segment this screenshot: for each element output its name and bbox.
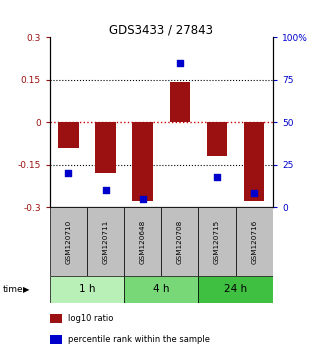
Bar [198, 207, 236, 276]
Bar [95, 122, 116, 173]
Bar [170, 82, 190, 122]
Text: percentile rank within the sample: percentile rank within the sample [68, 335, 210, 344]
Point [140, 196, 145, 201]
Title: GDS3433 / 27843: GDS3433 / 27843 [109, 23, 213, 36]
Bar [50, 335, 62, 344]
Text: GSM120710: GSM120710 [65, 219, 71, 264]
Point [103, 187, 108, 193]
Point [214, 174, 220, 179]
Text: 1 h: 1 h [79, 284, 95, 295]
Text: 4 h: 4 h [153, 284, 169, 295]
Bar [50, 276, 124, 303]
Bar [50, 207, 87, 276]
Bar [133, 122, 153, 201]
Bar [50, 314, 62, 323]
Point [66, 170, 71, 176]
Bar [161, 207, 198, 276]
Bar [198, 276, 273, 303]
Text: ▶: ▶ [23, 285, 30, 294]
Bar [124, 276, 198, 303]
Text: log10 ratio: log10 ratio [68, 314, 113, 323]
Bar [87, 207, 124, 276]
Bar [124, 207, 161, 276]
Text: 24 h: 24 h [224, 284, 247, 295]
Bar [236, 207, 273, 276]
Bar [244, 122, 265, 201]
Text: GSM120708: GSM120708 [177, 219, 183, 264]
Text: GSM120711: GSM120711 [102, 219, 108, 264]
Point [252, 191, 257, 196]
Text: time: time [3, 285, 24, 294]
Point [177, 60, 182, 65]
Bar [207, 122, 227, 156]
Text: GSM120648: GSM120648 [140, 219, 146, 264]
Text: GSM120716: GSM120716 [251, 219, 257, 264]
Bar [58, 122, 79, 148]
Text: GSM120715: GSM120715 [214, 219, 220, 264]
